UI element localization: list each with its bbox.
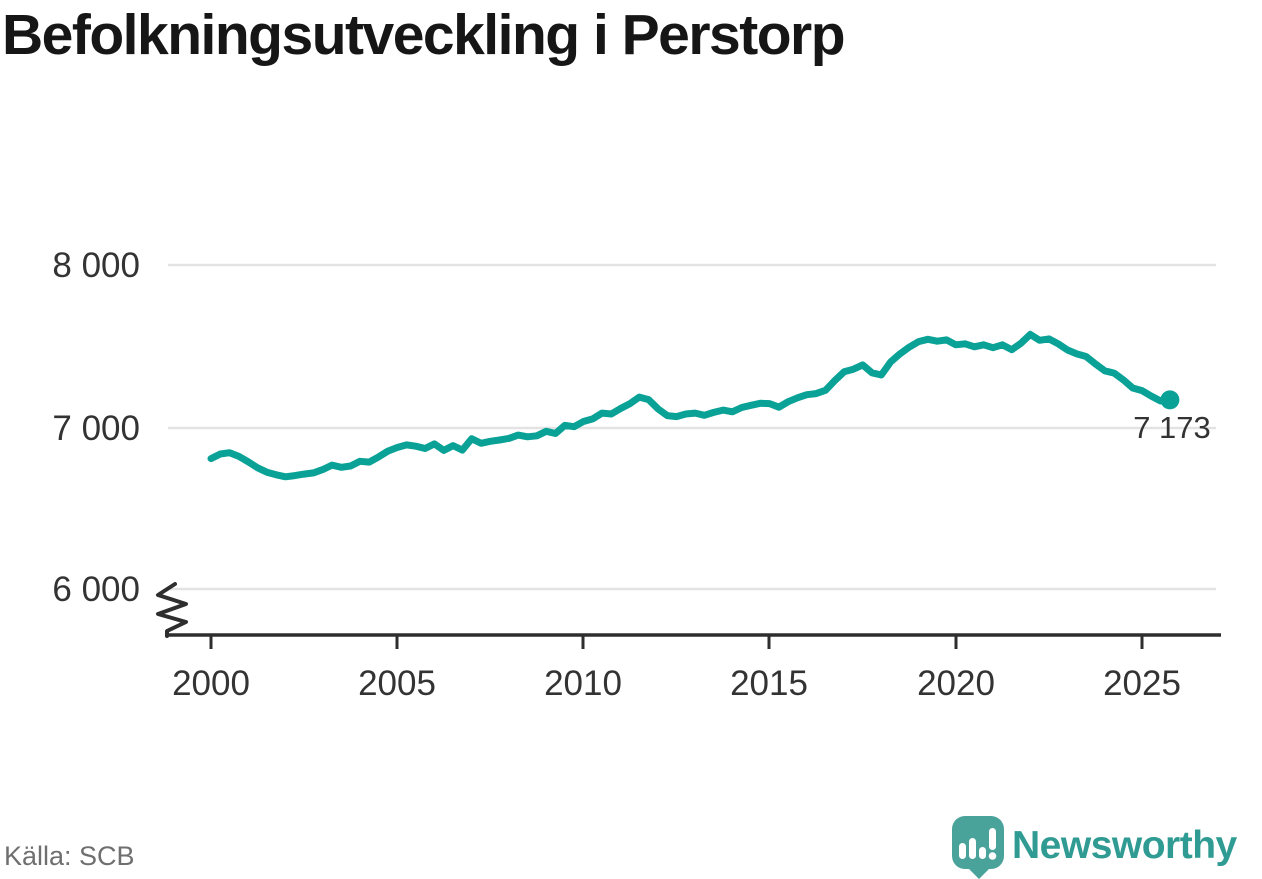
- x-tick-label-2010: 2010: [544, 664, 622, 703]
- source-label: Källa: SCB: [4, 841, 135, 871]
- last-value-dot: [1160, 390, 1180, 410]
- population-series-line: [207, 330, 1174, 481]
- x-tick-label-2025: 2025: [1103, 664, 1181, 703]
- newsworthy-speech-bubble-bar-chart-icon: [952, 816, 1004, 879]
- y-tick-label-6000: 6 000: [52, 570, 140, 609]
- gridlines: [168, 263, 1216, 591]
- x-tick-label-2005: 2005: [358, 664, 436, 703]
- axis-break-icon: [156, 582, 188, 638]
- x-axis-labels: 2000 2005 2010 2015 2020 2025: [172, 664, 1181, 703]
- x-tick-label-2000: 2000: [172, 664, 250, 703]
- y-axis-labels: 8 000 7 000 6 000: [52, 246, 140, 609]
- newsworthy-logo-text: Newsworthy: [1012, 824, 1237, 867]
- y-tick-label-8000: 8 000: [52, 246, 140, 285]
- x-axis-ticks: [209, 636, 1144, 649]
- y-tick-label-7000: 7 000: [52, 409, 140, 448]
- chart-title: Befolkningsutveckling i Perstorp: [2, 3, 846, 67]
- x-tick-label-2020: 2020: [917, 664, 995, 703]
- newsworthy-logo: Newsworthy: [946, 812, 1262, 879]
- x-tick-label-2015: 2015: [730, 664, 808, 703]
- last-value-label: 7 173: [1133, 410, 1211, 445]
